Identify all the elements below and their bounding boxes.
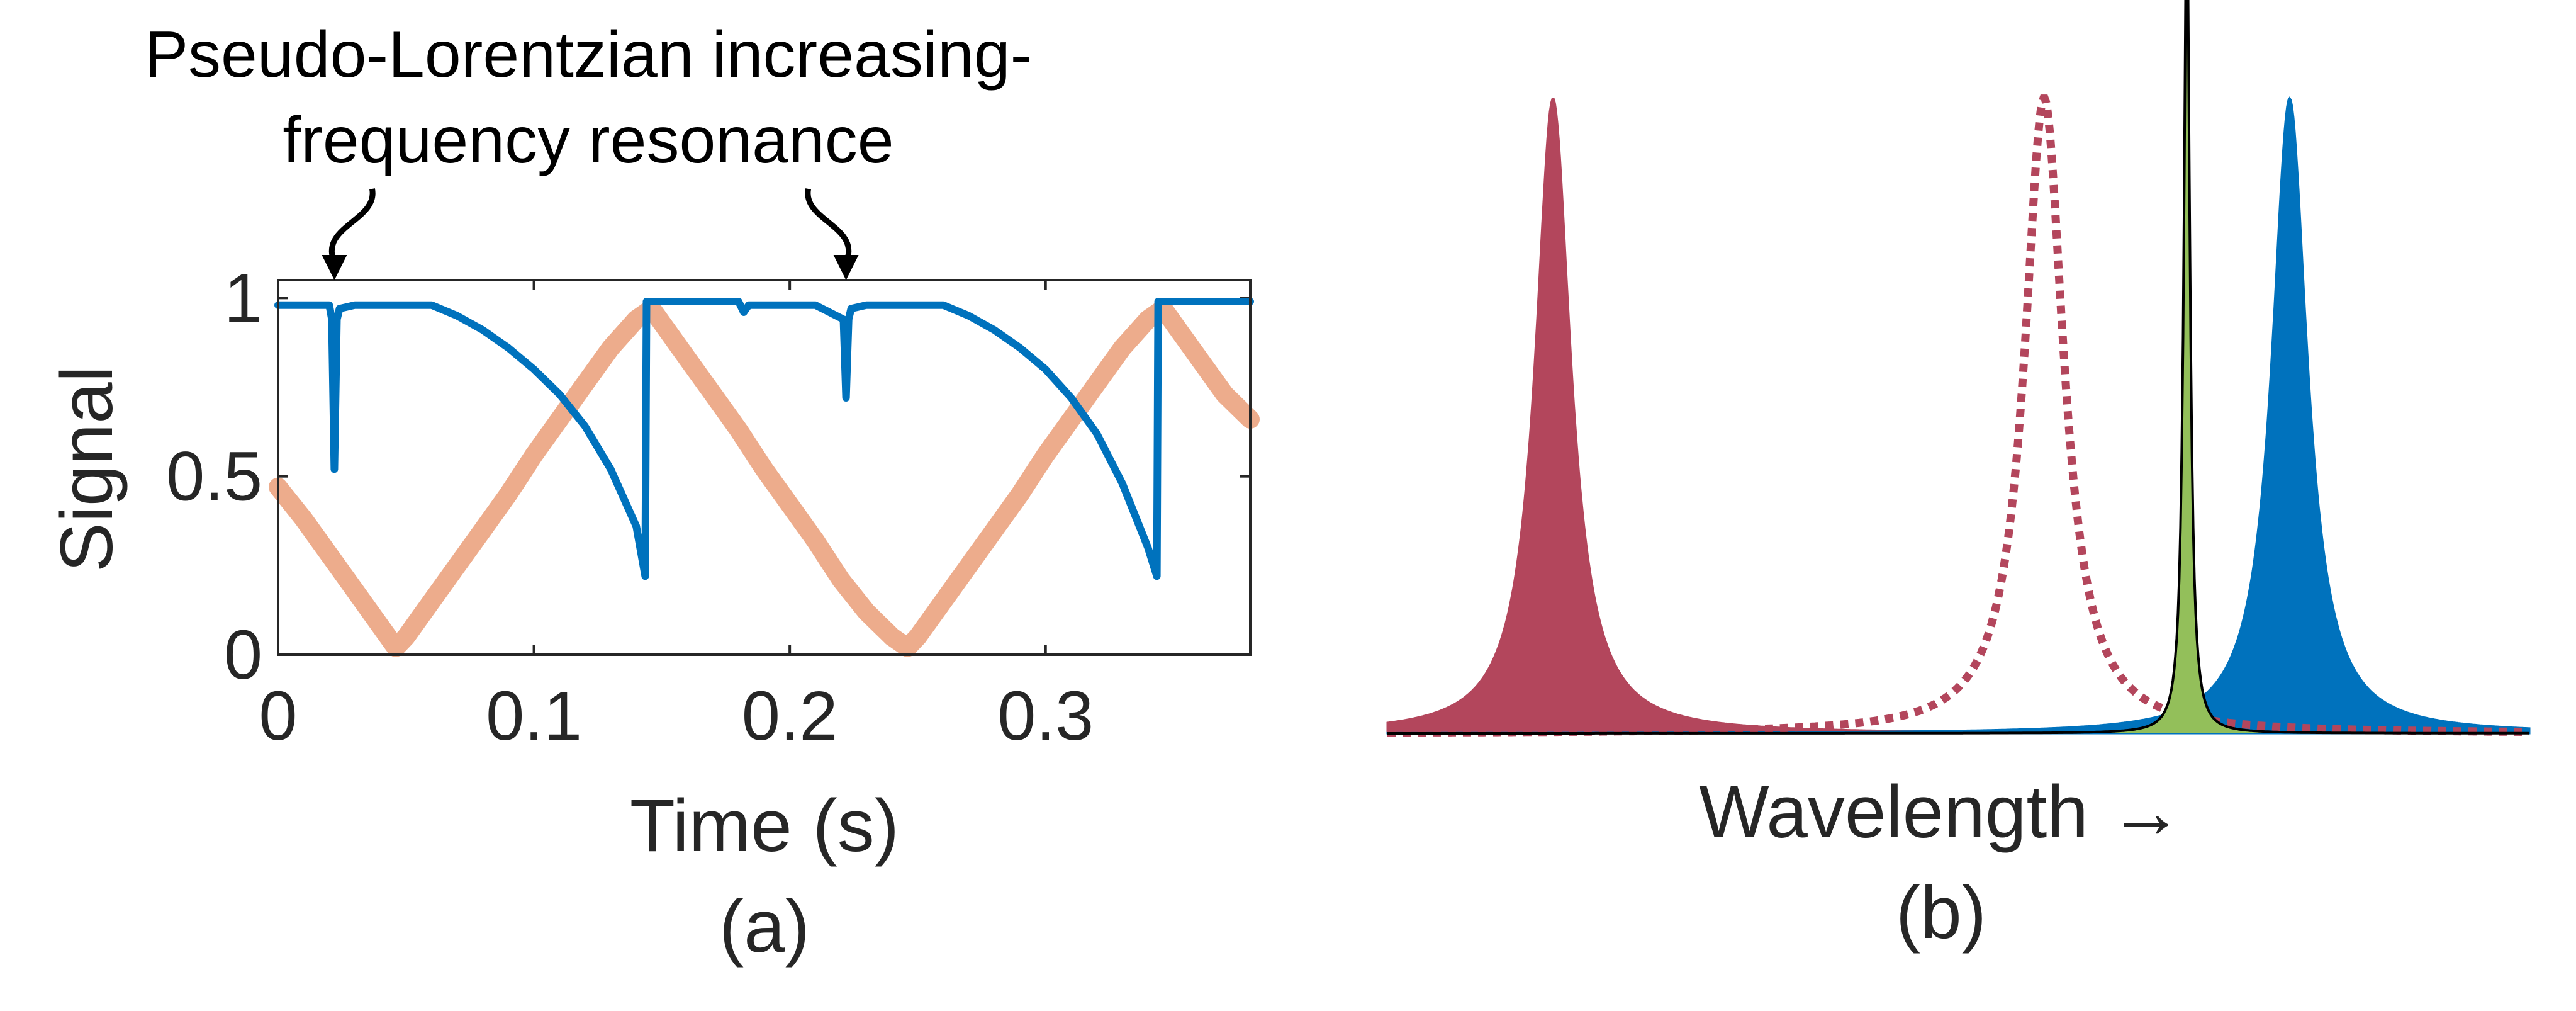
panel-label-a: (a) (719, 885, 810, 968)
annotation-arrow (328, 188, 376, 264)
panel-b: Wavelength → (b) (1386, 0, 2531, 954)
x-tick-label: 0.3 (997, 677, 1094, 755)
b-peaks (1386, 0, 2531, 737)
annotation-line-1: Pseudo-Lorentzian increasing- (145, 18, 1033, 91)
a-plot-frame (277, 279, 1252, 656)
peak-filled (1386, 98, 2531, 735)
a-x-axis-title: Time (s) (630, 784, 899, 867)
series-orange-line (269, 299, 1260, 657)
x-tick-label: 0 (259, 677, 297, 755)
annotation-arrowhead (833, 255, 859, 280)
a-ticks: 0 0.1 0.2 0.3 0 0.5 1 (166, 259, 1250, 755)
peak-dotted (1387, 94, 2529, 737)
annotation-arrowhead (322, 255, 347, 280)
a-series (269, 298, 1260, 657)
annotation-line-2: frequency resonance (283, 104, 893, 177)
a-annotation: Pseudo-Lorentzian increasing- frequency … (145, 18, 1033, 280)
series-blue-line (274, 298, 1254, 580)
a-y-axis-title: Signal (45, 366, 128, 572)
x-tick-label: 0.2 (742, 677, 838, 755)
x-tick-label: 0.1 (486, 677, 582, 755)
peak-narrow-outline (1387, 0, 2530, 735)
panel-a: 0 0.1 0.2 0.3 0 0.5 1 Pseudo-Lorentzian increa… (45, 18, 1260, 968)
y-tick-label: 1 (224, 259, 262, 337)
y-tick-label: 0 (224, 616, 262, 694)
annotation-arrow (805, 188, 852, 264)
y-tick-label: 0.5 (166, 438, 262, 516)
b-x-axis-title: Wavelength → (1699, 771, 2183, 854)
panel-label-b: (b) (1896, 871, 1986, 954)
